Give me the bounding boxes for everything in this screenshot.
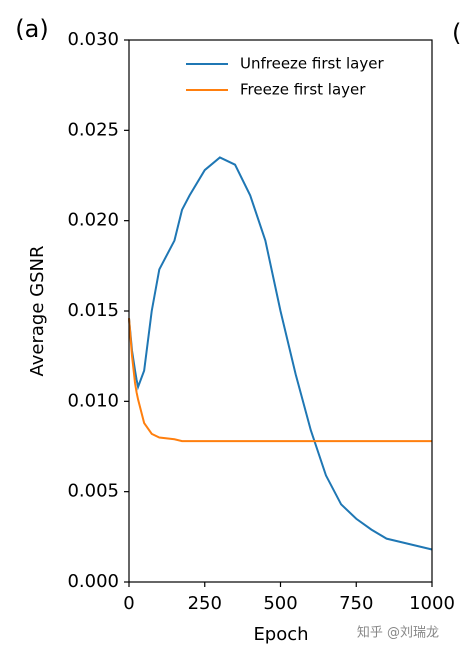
y-tick-label: 0.025 bbox=[67, 119, 119, 140]
y-tick-label: 0.020 bbox=[67, 210, 119, 231]
y-tick-label: 0.015 bbox=[67, 300, 119, 321]
x-tick-label: 250 bbox=[188, 593, 222, 614]
data-line bbox=[128, 318, 432, 443]
x-tick-label: 1000 bbox=[409, 593, 455, 614]
panel-label: (a) bbox=[15, 15, 48, 43]
watermark: 知乎 @刘瑞龙 bbox=[357, 625, 439, 641]
next-panel-label: ( bbox=[452, 19, 461, 47]
y-tick-label: 0.030 bbox=[67, 29, 119, 50]
x-tick-label: 750 bbox=[339, 593, 373, 614]
legend-label: Freeze first layer bbox=[240, 81, 366, 99]
legend-label: Unfreeze first layer bbox=[240, 55, 384, 73]
x-axis-label: Epoch bbox=[253, 624, 308, 645]
y-tick-label: 0.000 bbox=[67, 571, 119, 592]
plot-frame bbox=[128, 39, 433, 583]
data-line bbox=[128, 156, 433, 551]
y-tick-label: 0.005 bbox=[67, 481, 119, 502]
y-tick-label: 0.010 bbox=[67, 390, 119, 411]
x-tick-label: 0 bbox=[123, 593, 134, 614]
y-axis-label: Average GSNR bbox=[27, 246, 48, 377]
x-tick-label: 500 bbox=[263, 593, 297, 614]
